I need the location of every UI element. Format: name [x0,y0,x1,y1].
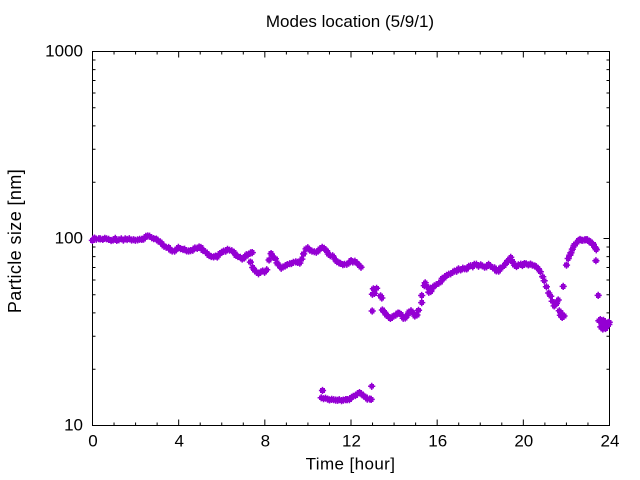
svg-text:24: 24 [601,432,620,451]
svg-text:8: 8 [261,432,270,451]
svg-text:Modes location (5/9/1): Modes location (5/9/1) [266,12,434,31]
svg-text:Particle size [nm]: Particle size [nm] [5,169,25,313]
svg-text:1000: 1000 [45,42,83,61]
svg-text:10: 10 [64,416,83,435]
svg-text:Time [hour]: Time [hour] [306,455,396,474]
svg-text:12: 12 [342,432,361,451]
svg-text:16: 16 [428,432,447,451]
svg-text:20: 20 [514,432,533,451]
svg-text:4: 4 [174,432,183,451]
svg-text:100: 100 [55,229,83,248]
svg-text:0: 0 [88,432,97,451]
